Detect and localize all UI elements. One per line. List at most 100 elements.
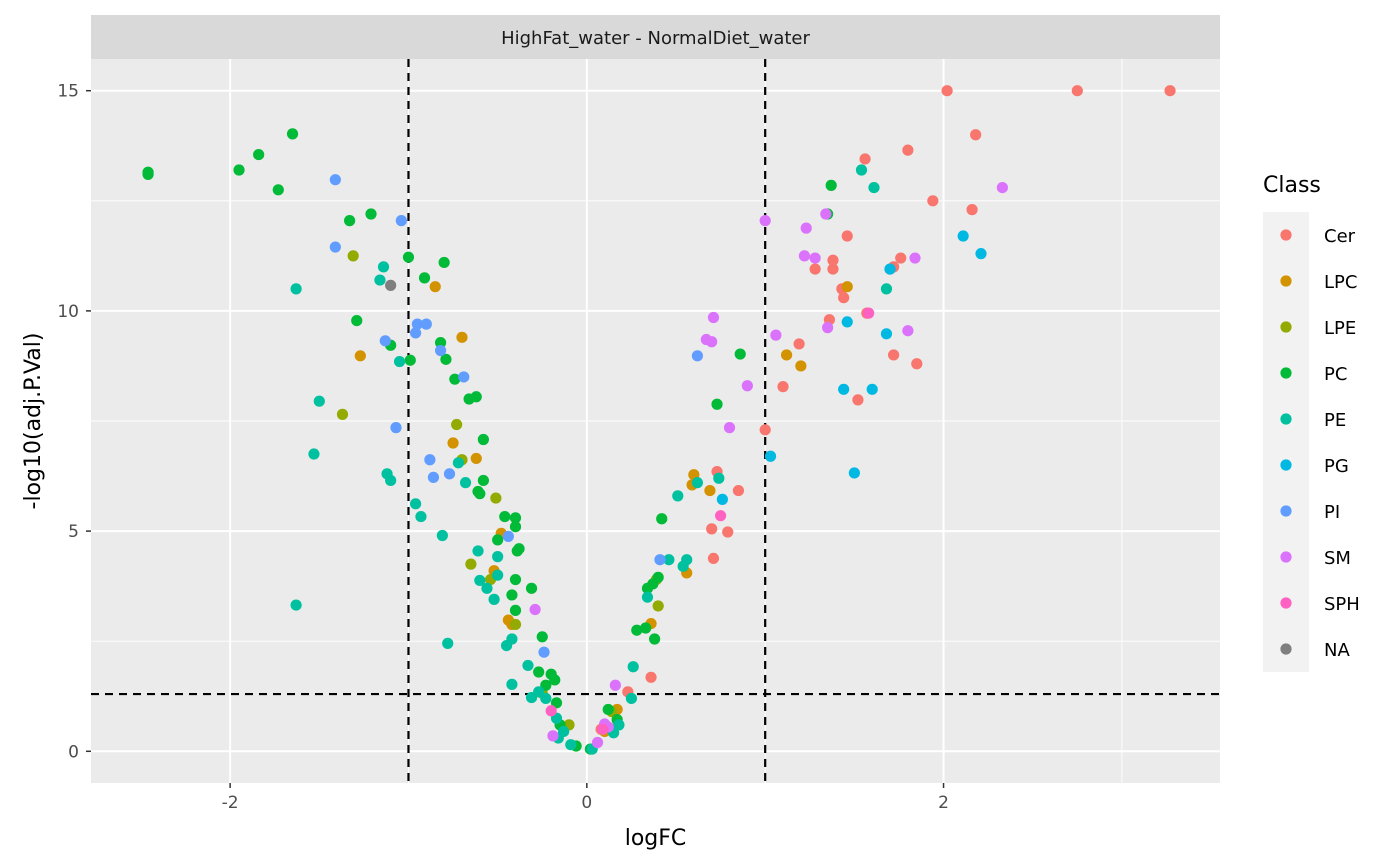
- data-point-cer: [722, 526, 734, 538]
- data-point-cer: [888, 349, 900, 361]
- legend-key-background: [1263, 212, 1309, 672]
- data-point-pc: [656, 513, 668, 525]
- x-tick-label: 2: [938, 793, 949, 813]
- data-point-pc: [649, 633, 661, 645]
- data-point-lpc: [780, 349, 793, 361]
- data-point-pe: [308, 448, 320, 460]
- data-point-pc: [509, 573, 522, 586]
- y-tick-label: 0: [68, 742, 79, 762]
- data-point-sm: [706, 336, 718, 348]
- legend-key-pc: [1280, 367, 1292, 379]
- facet-strip-title: HighFat_water - NormalDiet_water: [501, 28, 810, 49]
- data-point-sm: [800, 222, 812, 234]
- data-point-pi: [329, 174, 341, 186]
- data-point-pe: [625, 692, 638, 705]
- data-point-pe: [641, 591, 654, 603]
- data-point-pc: [631, 624, 643, 636]
- data-point-pe: [290, 599, 302, 611]
- data-point-pg: [764, 450, 777, 462]
- data-point-pc: [470, 391, 482, 403]
- data-point-pi: [502, 530, 514, 542]
- data-point-pc: [525, 582, 538, 594]
- data-point-cer: [1071, 85, 1083, 97]
- data-point-pi: [443, 468, 456, 480]
- data-point-pe: [492, 551, 504, 563]
- data-point-pi: [329, 241, 341, 253]
- data-point-pc: [440, 353, 452, 365]
- data-point-sm: [707, 311, 720, 324]
- legend-key-na: [1280, 643, 1292, 655]
- series-na: [385, 279, 397, 291]
- legend-label-lpc: LPC: [1324, 272, 1357, 293]
- y-tick-label: 5: [68, 522, 79, 542]
- data-point-lpc: [456, 331, 468, 343]
- data-point-sm: [609, 679, 621, 691]
- data-point-cer: [1164, 85, 1176, 97]
- data-point-sm: [820, 208, 832, 220]
- legend-label-sm: SM: [1324, 548, 1351, 569]
- data-point-pe: [627, 661, 639, 673]
- legend-key-lpc: [1280, 275, 1292, 287]
- data-point-pe: [691, 477, 704, 489]
- data-point-pe: [492, 569, 504, 581]
- data-point-pg: [975, 248, 987, 260]
- data-point-cer: [838, 292, 850, 304]
- data-point-cer: [895, 252, 907, 264]
- data-point-pi: [410, 327, 422, 339]
- data-point-pc: [142, 168, 154, 180]
- series-sph: [545, 307, 875, 735]
- legend-label-pg: PG: [1324, 456, 1349, 477]
- data-point-pc: [825, 179, 837, 191]
- data-point-pc: [711, 398, 723, 410]
- data-point-pc: [474, 488, 486, 500]
- data-point-sm: [822, 322, 834, 334]
- data-point-pe: [540, 692, 552, 705]
- data-point-pe: [672, 490, 684, 502]
- data-point-pe: [558, 725, 570, 738]
- legend-label-cer: Cer: [1324, 226, 1356, 247]
- x-tick-label: 0: [581, 793, 592, 813]
- y-axis-ticks: 0 5 10 15: [57, 82, 91, 762]
- data-point-lpe: [451, 418, 463, 431]
- data-point-pc: [365, 208, 377, 220]
- data-point-pc: [602, 703, 614, 716]
- data-point-pi: [538, 646, 550, 658]
- data-point-pc: [509, 512, 522, 524]
- data-point-lpe: [652, 600, 664, 612]
- data-point-sm: [741, 380, 753, 392]
- data-point-pe: [459, 477, 472, 489]
- data-point-lpc: [447, 437, 459, 449]
- threshold-lines: [91, 59, 1220, 783]
- data-point-pe: [613, 719, 625, 731]
- data-point-cer: [645, 671, 657, 683]
- data-point-pc: [540, 679, 552, 691]
- data-point-pe: [880, 283, 893, 295]
- data-point-na: [385, 279, 397, 291]
- data-point-lpc: [704, 484, 716, 497]
- data-point-cer: [706, 523, 718, 535]
- facet-strip: [91, 15, 1220, 59]
- data-points: [142, 85, 1176, 755]
- data-point-pg: [957, 230, 969, 242]
- data-point-pe: [374, 274, 386, 286]
- data-point-cer: [852, 394, 864, 406]
- data-point-pc: [434, 337, 447, 349]
- data-point-sm: [902, 325, 914, 337]
- data-point-pg: [848, 467, 860, 479]
- data-point-pe: [522, 659, 534, 672]
- data-point-pe: [393, 355, 406, 368]
- data-point-pg: [880, 328, 893, 340]
- data-point-pc: [449, 373, 461, 385]
- data-point-cer: [827, 254, 839, 266]
- data-point-sph: [597, 723, 609, 735]
- data-point-pc: [344, 215, 356, 227]
- series-pi: [329, 174, 704, 658]
- legend-key-pi: [1280, 505, 1292, 517]
- data-point-cer: [777, 381, 789, 393]
- data-point-pe: [442, 637, 454, 649]
- data-point-sm: [809, 252, 821, 264]
- data-point-cer: [859, 153, 871, 165]
- data-point-pi: [379, 335, 391, 347]
- data-point-pc: [506, 589, 518, 601]
